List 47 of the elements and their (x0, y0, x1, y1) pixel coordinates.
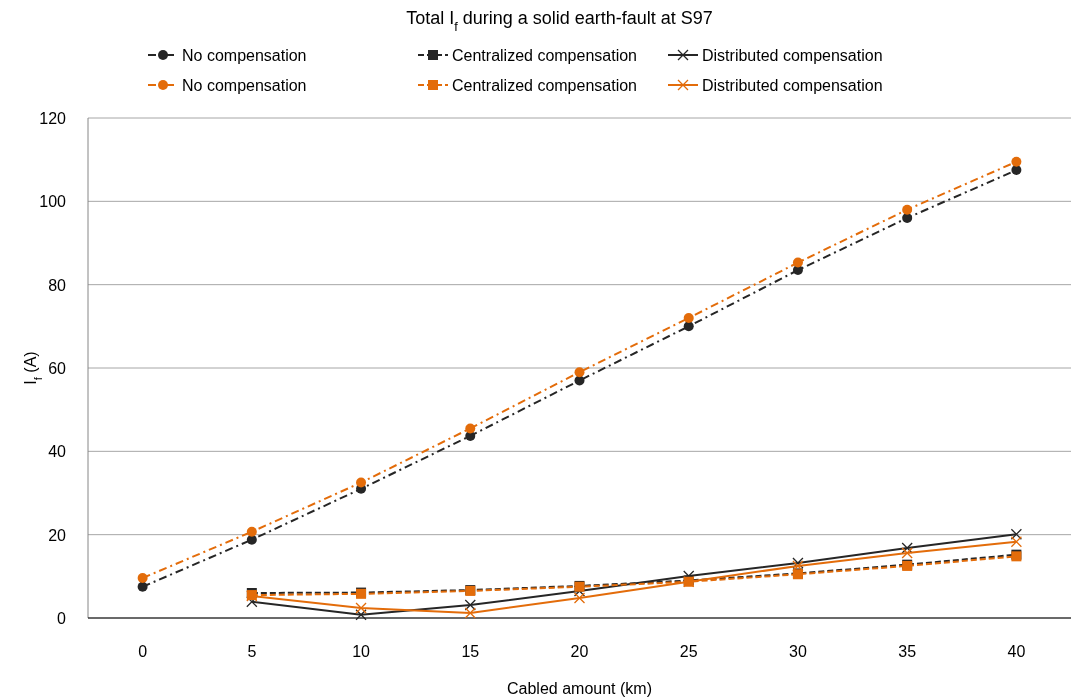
point (902, 204, 913, 215)
point (246, 534, 257, 545)
x-tick-label: 35 (898, 643, 917, 660)
point (574, 367, 585, 378)
point (246, 526, 257, 537)
point (137, 581, 148, 592)
point (356, 477, 367, 488)
point (1010, 528, 1023, 540)
legend-label: Distributed compensation (702, 77, 883, 94)
point (1011, 156, 1022, 167)
y-tick-label: 20 (48, 526, 67, 544)
point (465, 423, 476, 434)
legend-label: No compensation (182, 47, 307, 64)
x-tick-label: 5 (247, 643, 257, 660)
x-tick-label: 10 (352, 643, 371, 660)
legend-label: Centralized compensation (452, 47, 637, 64)
point (902, 213, 913, 223)
point (355, 602, 367, 614)
point (683, 313, 694, 323)
y-tick-label: 100 (39, 193, 67, 211)
x-axis-title: Cabled amount (km) (507, 680, 652, 697)
legend-label: No compensation (182, 77, 307, 94)
x-tick-label: 0 (138, 643, 148, 660)
point (573, 585, 586, 597)
point (573, 592, 586, 604)
point (901, 542, 913, 554)
y-tick-label: 120 (39, 110, 67, 127)
y-tick-label: 60 (48, 360, 67, 377)
point (792, 257, 803, 268)
legend-label: Distributed compensation (702, 47, 883, 64)
chart-title: Total I$_{f}$ during a solid earth-fault at S97 (406, 8, 713, 34)
point (464, 599, 476, 611)
point (1010, 536, 1023, 548)
x-tick-label: 40 (1007, 643, 1026, 660)
y-tick-label: 80 (48, 276, 67, 294)
point (137, 573, 148, 583)
point (464, 607, 476, 619)
x-tick-label: 15 (461, 643, 480, 660)
point (355, 609, 367, 621)
y-tick-label: 40 (48, 443, 67, 461)
point (901, 547, 913, 559)
x-tick-label: 30 (789, 643, 807, 660)
x-tick-label: 20 (570, 643, 589, 660)
x-tick-label: 25 (679, 643, 698, 660)
y-tick-label: 0 (57, 610, 67, 627)
point (1011, 165, 1022, 176)
legend-label: Centralized compensation (452, 77, 637, 94)
